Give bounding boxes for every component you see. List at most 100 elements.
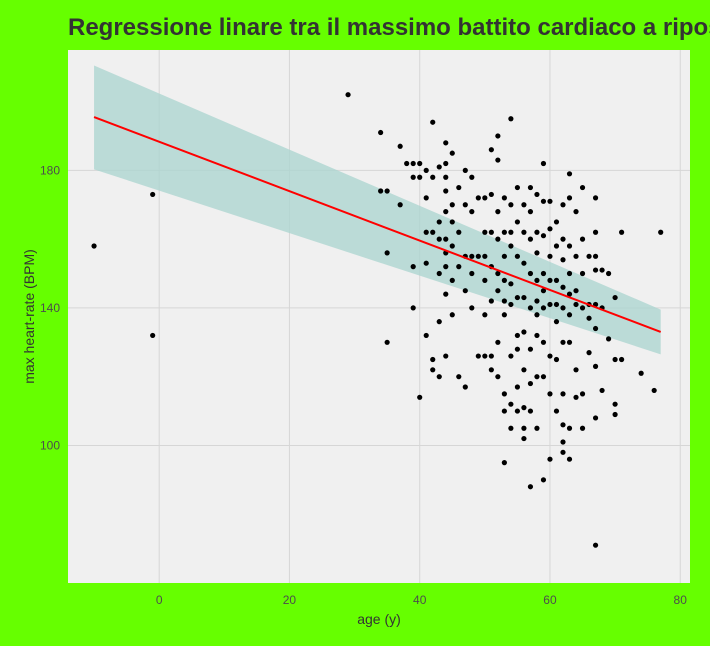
data-point xyxy=(443,188,449,194)
data-point xyxy=(553,408,560,414)
x-tick-label: 0 xyxy=(156,593,163,607)
data-point xyxy=(619,229,625,235)
data-point xyxy=(436,236,442,242)
data-point xyxy=(534,332,540,339)
data-point xyxy=(573,367,579,373)
y-tick-label: 180 xyxy=(40,163,60,177)
data-point xyxy=(508,301,514,308)
data-point xyxy=(430,356,436,363)
data-point xyxy=(495,157,501,163)
data-point xyxy=(547,391,553,397)
data-point xyxy=(488,367,494,373)
data-point xyxy=(579,391,586,397)
data-point xyxy=(436,270,442,277)
data-point xyxy=(534,374,540,380)
data-point xyxy=(443,291,449,297)
data-point xyxy=(534,425,540,431)
data-point xyxy=(540,160,547,167)
data-point xyxy=(508,229,514,235)
data-point xyxy=(469,209,475,215)
data-point xyxy=(417,394,423,400)
data-point xyxy=(488,147,494,153)
data-point xyxy=(482,312,488,318)
data-point xyxy=(592,195,599,201)
data-point xyxy=(384,339,390,345)
data-point xyxy=(443,140,449,146)
data-point xyxy=(495,209,501,215)
data-point xyxy=(553,219,560,225)
data-point xyxy=(462,288,468,294)
data-point xyxy=(482,195,488,201)
data-point xyxy=(547,226,553,232)
data-point xyxy=(404,160,410,167)
data-point xyxy=(553,356,560,363)
data-point xyxy=(527,346,534,352)
data-point xyxy=(397,202,403,208)
data-point xyxy=(521,435,527,442)
data-point xyxy=(566,456,573,462)
data-point xyxy=(560,202,566,208)
data-point xyxy=(540,233,547,239)
data-point xyxy=(384,188,390,194)
data-point xyxy=(592,363,599,369)
data-point xyxy=(443,209,449,215)
data-point xyxy=(397,143,403,149)
data-point xyxy=(488,298,494,304)
data-point xyxy=(560,305,566,311)
data-point xyxy=(573,288,579,294)
data-point xyxy=(514,253,521,259)
data-point xyxy=(534,229,540,235)
data-point xyxy=(547,301,553,308)
data-point xyxy=(501,391,507,397)
data-point xyxy=(462,202,468,208)
data-point xyxy=(612,294,618,301)
data-point xyxy=(456,264,462,270)
x-tick-label: 40 xyxy=(413,593,427,607)
data-point xyxy=(495,133,501,139)
data-point xyxy=(423,229,429,235)
data-point xyxy=(410,264,416,270)
data-point xyxy=(573,253,579,259)
data-point xyxy=(527,236,534,242)
data-point xyxy=(586,350,592,356)
data-point xyxy=(508,281,514,287)
data-point xyxy=(417,160,423,167)
data-point xyxy=(495,288,501,294)
data-point xyxy=(410,174,416,180)
y-tick-label: 100 xyxy=(40,438,60,452)
data-point xyxy=(527,305,534,311)
data-point xyxy=(540,339,547,345)
data-point xyxy=(612,411,618,418)
data-point xyxy=(475,353,481,359)
data-point xyxy=(527,408,534,414)
data-point xyxy=(514,294,521,301)
data-point xyxy=(553,243,560,249)
data-point xyxy=(521,367,527,373)
data-point xyxy=(430,367,436,373)
data-point xyxy=(462,167,468,173)
data-point xyxy=(423,332,429,339)
data-point xyxy=(482,353,488,359)
data-point xyxy=(482,229,488,235)
data-point xyxy=(599,387,605,394)
data-point xyxy=(443,353,449,359)
data-point xyxy=(553,277,560,283)
data-point xyxy=(501,195,507,201)
data-point xyxy=(469,270,475,277)
data-point xyxy=(423,195,429,201)
y-axis-ticks: 100 140 180 xyxy=(40,163,60,452)
regression-line-layer xyxy=(93,116,662,333)
data-point xyxy=(586,315,592,321)
data-point xyxy=(488,191,494,198)
data-point xyxy=(579,305,586,311)
data-point xyxy=(521,294,527,301)
data-point xyxy=(501,298,507,304)
y-tick-label: 140 xyxy=(40,301,60,315)
data-point xyxy=(547,353,553,359)
data-point xyxy=(488,353,494,359)
data-point xyxy=(449,312,455,318)
data-point xyxy=(540,477,547,483)
data-point xyxy=(566,195,573,201)
data-point xyxy=(579,184,586,191)
data-point xyxy=(540,270,547,277)
